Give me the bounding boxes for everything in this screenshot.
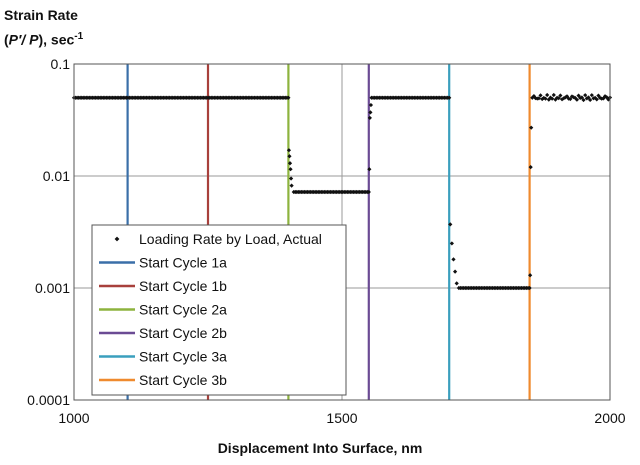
data-point — [447, 95, 452, 100]
data-point — [589, 93, 594, 98]
data-point — [288, 167, 293, 172]
data-point — [553, 97, 558, 102]
x-tick-label: 2000 — [594, 410, 625, 426]
legend-label: Start Cycle 3a — [139, 349, 227, 365]
data-point — [551, 92, 556, 98]
y-axis-label-expression: P′/ P — [8, 31, 39, 48]
axes: 0.0001 0.001 0.01 0.1 1000 1500 2000 — [27, 56, 626, 426]
legend-label: Start Cycle 1b — [139, 278, 227, 294]
data-point — [545, 92, 550, 98]
data-point — [287, 154, 292, 159]
data-point — [289, 183, 294, 188]
data-point — [546, 97, 551, 102]
y-axis-label: Strain Rate (P′/ P), sec-1 — [4, 4, 83, 51]
y-axis-label-open: ( — [4, 31, 9, 48]
data-point — [527, 285, 532, 291]
data-point — [367, 115, 372, 121]
y-tick-label: 0.01 — [43, 168, 70, 184]
data-point — [449, 241, 454, 246]
data-points — [71, 92, 613, 291]
data-point — [574, 97, 580, 102]
legend: Loading Rate by Load, Actual Start Cycle … — [91, 224, 347, 396]
data-point — [452, 269, 458, 274]
data-point — [287, 161, 293, 166]
data-point — [579, 95, 584, 100]
data-point — [368, 102, 374, 108]
data-point — [540, 96, 545, 102]
data-point — [528, 165, 533, 170]
data-point — [528, 273, 533, 278]
data-point — [543, 96, 548, 101]
data-point — [581, 97, 586, 103]
data-point — [548, 95, 553, 100]
data-point — [558, 93, 563, 98]
y-tick-label: 0.001 — [35, 280, 70, 296]
legend-label: Start Cycle 3b — [139, 372, 227, 388]
data-point — [583, 93, 588, 98]
data-point — [538, 93, 543, 98]
data-point — [604, 95, 609, 100]
data-point — [573, 95, 578, 101]
legend-swatch — [114, 236, 120, 242]
data-point — [286, 95, 291, 100]
plot-border — [73, 63, 611, 401]
y-axis-label-line2: (P′/ P), sec-1 — [4, 26, 83, 51]
data-point — [588, 97, 593, 103]
x-tick-label: 1000 — [58, 410, 89, 426]
data-point — [550, 96, 555, 101]
data-point — [602, 94, 608, 99]
data-point — [531, 93, 537, 99]
data-point — [606, 97, 611, 102]
data-point — [454, 281, 459, 286]
data-point — [593, 95, 598, 100]
legend-label: Start Cycle 2b — [139, 325, 227, 341]
x-tick-label: 1500 — [326, 410, 357, 426]
data-point — [569, 94, 575, 99]
data-point — [584, 96, 589, 101]
data-point — [529, 125, 534, 130]
data-point — [288, 176, 294, 181]
data-point — [367, 167, 372, 172]
data-point — [368, 110, 373, 115]
data-point — [536, 96, 541, 101]
legend-label: Start Cycle 1a — [139, 255, 227, 271]
data-point — [601, 96, 606, 101]
legend-label: Loading Rate by Load, Actual — [139, 231, 322, 247]
y-tick-label: 0.1 — [51, 56, 71, 72]
data-point — [451, 257, 456, 262]
data-point — [286, 148, 292, 153]
legend-label: Start Cycle 2a — [139, 302, 227, 318]
y-axis-label-line1: Strain Rate — [4, 7, 78, 23]
y-axis-label-exponent: -1 — [74, 31, 84, 42]
x-axis-label: Displacement Into Surface, nm — [217, 440, 423, 456]
y-tick-label: 0.0001 — [27, 392, 70, 408]
data-point — [366, 189, 371, 195]
y-axis-label-unit: ), sec — [38, 31, 75, 48]
data-point — [568, 96, 573, 102]
data-point — [556, 96, 561, 101]
data-point — [448, 222, 453, 227]
data-point — [594, 97, 599, 102]
